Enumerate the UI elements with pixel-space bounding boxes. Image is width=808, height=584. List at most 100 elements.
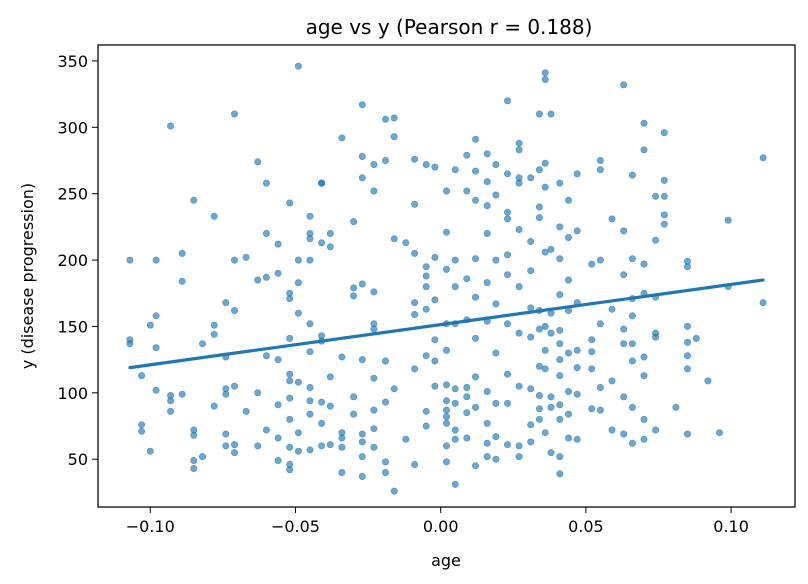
scatter-point — [660, 176, 668, 184]
x-tick-label: 0.00 — [423, 517, 459, 536]
scatter-point — [463, 275, 471, 283]
scatter-point — [286, 466, 294, 474]
scatter-point — [535, 415, 543, 423]
scatter-point — [683, 430, 691, 438]
scatter-point — [442, 346, 450, 354]
scatter-point — [199, 340, 207, 348]
scatter-point — [483, 202, 491, 210]
scatter-point — [294, 62, 302, 70]
scatter-point — [350, 218, 358, 226]
scatter-point — [318, 398, 326, 406]
plot-frame — [97, 44, 796, 508]
scatter-point — [442, 397, 450, 405]
x-tick-label: 0.05 — [568, 517, 604, 536]
y-tick-label: 250 — [57, 185, 88, 204]
scatter-point — [492, 191, 500, 199]
scatter-point — [628, 312, 636, 320]
scatter-point — [471, 403, 479, 411]
scatter-point — [556, 415, 564, 423]
scatter-point — [471, 135, 479, 143]
scatter-point — [167, 407, 175, 415]
scatter-point — [471, 293, 479, 301]
scatter-point — [503, 271, 511, 279]
scatter-point — [640, 435, 648, 443]
scatter-point — [535, 214, 543, 222]
scatter-point — [704, 377, 712, 385]
scatter-point — [608, 377, 616, 385]
scatter-point — [442, 265, 450, 273]
scatter-point — [146, 447, 154, 455]
scatter-point — [411, 310, 419, 318]
scatter-point — [442, 381, 450, 389]
scatter-point — [527, 438, 535, 446]
scatter-point — [515, 226, 523, 234]
y-tick-label: 150 — [57, 317, 88, 336]
scatter-point — [370, 161, 378, 169]
scatter-point — [262, 273, 270, 281]
scatter-point — [294, 378, 302, 386]
scatter-point — [503, 170, 511, 178]
x-axis-label: age — [431, 551, 461, 570]
y-tick-label: 200 — [57, 251, 88, 270]
scatter-point — [515, 179, 523, 187]
scatter-point — [620, 81, 628, 89]
scatter-point — [463, 187, 471, 195]
scatter-point — [190, 431, 198, 439]
scatter-point — [318, 442, 326, 450]
scatter-point — [286, 415, 294, 423]
scatter-point — [411, 249, 419, 257]
scatter-point — [338, 434, 346, 442]
scatter-point — [588, 260, 596, 268]
scatter-point — [515, 329, 523, 337]
scatter-point — [541, 69, 549, 77]
scatter-point — [556, 470, 564, 478]
scatter-point — [274, 456, 282, 464]
scatter-point — [381, 115, 389, 123]
scatter-point — [620, 393, 628, 401]
scatter-point — [358, 153, 366, 161]
scatter-point — [547, 329, 555, 337]
scatter-point — [492, 161, 500, 169]
scatter-point — [608, 426, 616, 434]
scatter-point — [381, 468, 389, 476]
scatter-point — [231, 306, 239, 314]
scatter-point — [503, 97, 511, 105]
scatter-point — [286, 199, 294, 207]
scatter-point — [503, 251, 511, 259]
scatter-point — [138, 421, 146, 429]
scatter-point — [411, 200, 419, 208]
scatter-point — [167, 122, 175, 130]
scatter-point — [358, 453, 366, 461]
scatter-point — [556, 291, 564, 299]
scatter-point — [596, 406, 604, 414]
scatter-point — [286, 443, 294, 451]
scatter-point — [620, 325, 628, 333]
scatter-point — [306, 256, 314, 264]
scatter-point — [564, 387, 572, 395]
scatter-point — [640, 260, 648, 268]
scatter-point — [431, 382, 439, 390]
scatter-point — [503, 370, 511, 378]
scatter-point — [274, 356, 282, 364]
scatter-point — [640, 353, 648, 361]
scatter-point — [294, 309, 302, 317]
scatter-point — [152, 344, 160, 352]
fit-layer — [128, 278, 765, 370]
y-tick-label: 350 — [57, 52, 88, 71]
scatter-point — [628, 357, 636, 365]
scatter-point — [620, 227, 628, 235]
scatter-point — [358, 280, 366, 288]
scatter-point — [483, 150, 491, 158]
scatter-point — [547, 403, 555, 411]
scatter-point — [152, 312, 160, 320]
scatter-point — [178, 277, 186, 285]
scatter-point — [515, 453, 523, 461]
scatter-point — [274, 269, 282, 277]
scatter-point — [541, 322, 549, 330]
scatter-point — [358, 356, 366, 364]
scatter-point — [318, 239, 326, 247]
scatter-point — [640, 146, 648, 154]
scatter-point — [640, 119, 648, 127]
scatter-point — [660, 129, 668, 137]
fit-line — [128, 278, 765, 370]
